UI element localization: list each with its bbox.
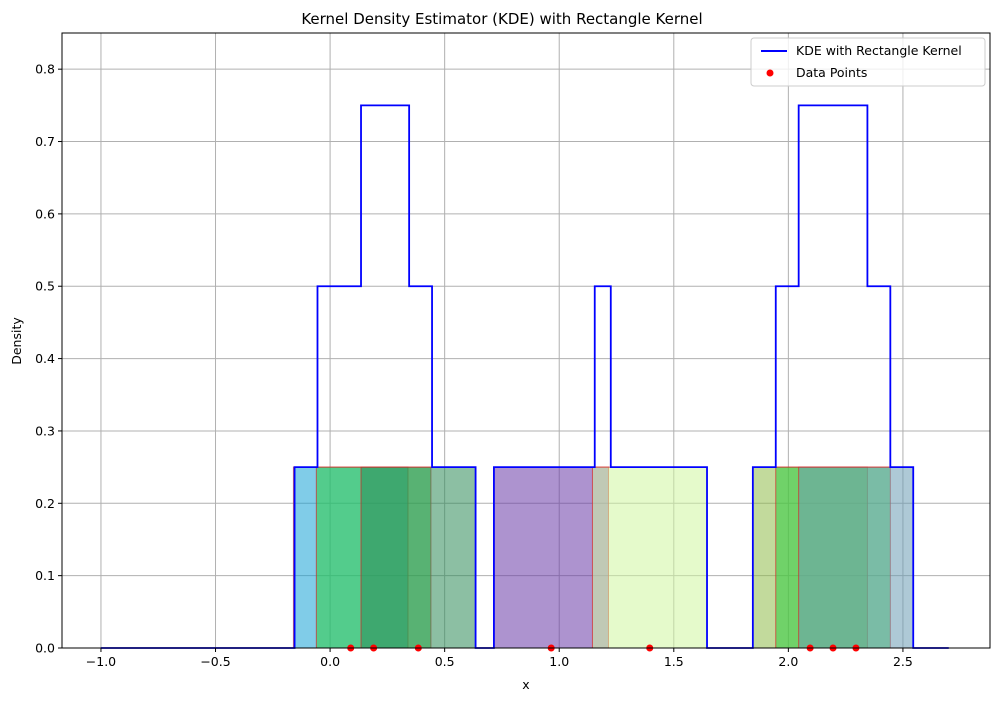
legend-kde-label: KDE with Rectangle Kernel bbox=[796, 43, 962, 58]
y-axis-label: Density bbox=[9, 317, 24, 365]
plot-area bbox=[62, 33, 990, 652]
x-axis-ticks: −1.0 −0.5 0.0 0.5 1.0 1.5 2.0 2.5 bbox=[86, 648, 913, 669]
kernel-rectangle bbox=[798, 466, 914, 649]
y-tick-label: 0.4 bbox=[35, 351, 55, 366]
y-tick-label: 0.5 bbox=[35, 279, 55, 294]
kernel-rectangles bbox=[292, 466, 914, 649]
x-tick-label: 1.5 bbox=[664, 654, 684, 669]
kde-line-group bbox=[100, 104, 949, 649]
kernel-rectangle bbox=[360, 466, 477, 649]
y-tick-label: 0.8 bbox=[35, 62, 55, 77]
x-tick-label: 2.0 bbox=[778, 654, 798, 669]
x-tick-label: 2.5 bbox=[893, 654, 913, 669]
y-tick-label: 0.1 bbox=[35, 568, 55, 583]
y-tick-label: 0.2 bbox=[35, 496, 55, 511]
kernel-rectangle bbox=[591, 466, 708, 649]
kernel-rectangle bbox=[493, 466, 609, 649]
chart-title: Kernel Density Estimator (KDE) with Rect… bbox=[301, 10, 702, 28]
x-tick-label: −0.5 bbox=[200, 654, 230, 669]
legend: KDE with Rectangle Kernel Data Points bbox=[750, 37, 986, 87]
x-tick-label: −1.0 bbox=[86, 654, 116, 669]
legend-box bbox=[750, 37, 986, 87]
x-axis-label: x bbox=[522, 677, 529, 692]
y-axis-ticks: 0.0 0.1 0.2 0.3 0.4 0.5 0.6 0.7 0.8 bbox=[35, 62, 62, 656]
x-tick-label: 1.0 bbox=[549, 654, 569, 669]
x-tick-label: 0.5 bbox=[435, 654, 455, 669]
x-tick-label: 0.0 bbox=[320, 654, 340, 669]
y-tick-label: 0.7 bbox=[35, 134, 55, 149]
legend-points-marker bbox=[766, 69, 774, 77]
y-tick-label: 0.0 bbox=[35, 641, 55, 656]
kde-line bbox=[100, 104, 949, 649]
legend-points-label: Data Points bbox=[796, 65, 867, 80]
y-tick-label: 0.6 bbox=[35, 206, 55, 221]
axes-frame bbox=[61, 32, 991, 649]
y-tick-label: 0.3 bbox=[35, 423, 55, 438]
